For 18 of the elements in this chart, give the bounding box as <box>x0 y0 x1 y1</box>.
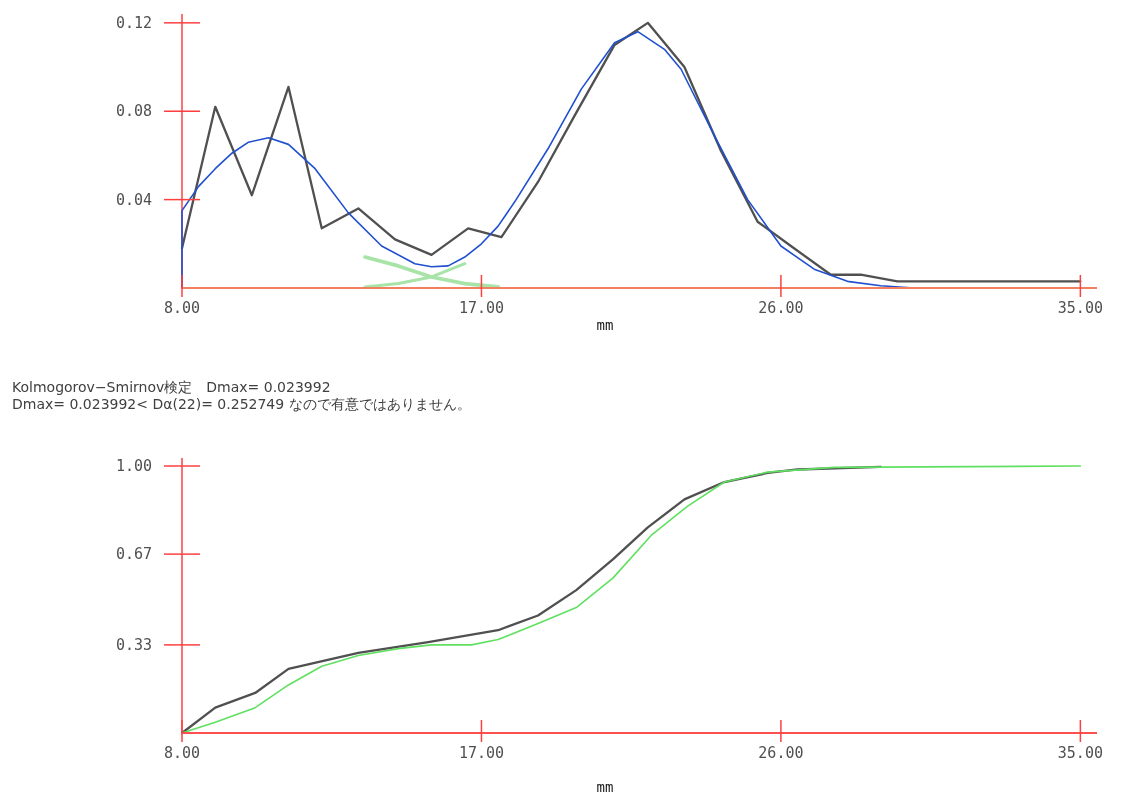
x-tick-label: 35.00 <box>1057 299 1103 317</box>
x-tick-label: 17.00 <box>458 744 505 762</box>
text: Kolmogorov−Smirnov検定 Dmax= 0.023992 <box>12 379 331 395</box>
y-tick-label: 1.00 <box>115 457 152 476</box>
y-tick-label: 0.33 <box>115 636 152 655</box>
x-tick-label: 26.00 <box>758 744 804 762</box>
y-tick-label: 0.08 <box>115 102 152 121</box>
text: Dmax= 0.023992< Dα(22)= 0.252749 なので有意ではありません。 <box>12 396 471 412</box>
x-tick-label: 35.00 <box>1057 744 1103 762</box>
x-axis-title: mm <box>596 317 614 333</box>
x-tick-label: 8.00 <box>163 299 201 317</box>
y-tick-label: 0.04 <box>115 190 152 209</box>
x-axis-title: mm <box>596 779 614 795</box>
y-tick-label: 0.67 <box>115 545 152 564</box>
x-tick-label: 8.00 <box>163 744 201 762</box>
x-tick-label: 17.00 <box>458 299 505 317</box>
x-tick-label: 26.00 <box>758 299 804 317</box>
y-tick-label: 0.12 <box>115 14 152 33</box>
